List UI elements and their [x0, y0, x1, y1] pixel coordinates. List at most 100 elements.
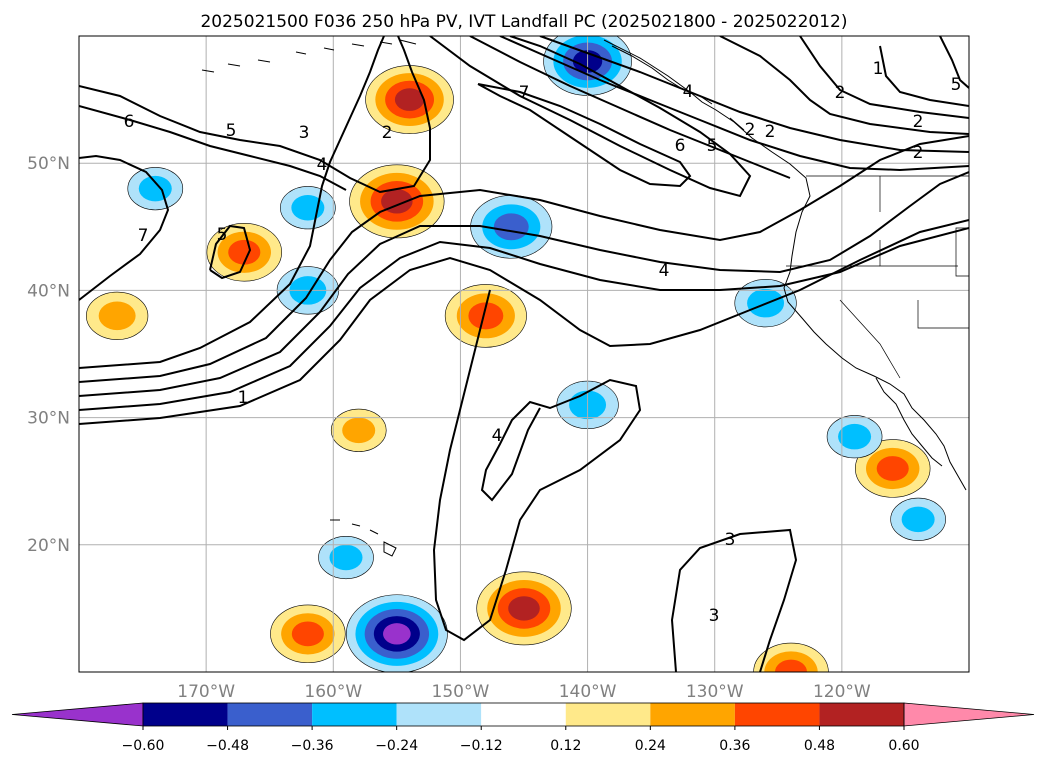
aleutians: [201, 39, 417, 73]
anomaly-level: [838, 423, 872, 450]
pv-contour-13: [539, 36, 969, 153]
pv-contour-label: 3: [709, 606, 720, 626]
x-tick-label: 130°W: [686, 682, 744, 702]
coastline-baja: [875, 377, 943, 467]
anomaly-blob: [86, 291, 149, 340]
pv-contour-label: 2: [745, 120, 756, 140]
anomaly-level: [291, 621, 324, 647]
pv-contour-label: 3: [725, 530, 736, 550]
anomaly-level: [508, 596, 540, 621]
pv-contour-6: [79, 36, 431, 194]
pv-contour-3: [79, 171, 969, 397]
anomaly-level: [329, 544, 363, 571]
pv-contour-label: 2: [913, 112, 924, 132]
coastlines: [201, 39, 967, 557]
map-frame: [78, 35, 970, 673]
colorbar-cell: [227, 703, 313, 726]
colorbar-cell: [819, 703, 904, 726]
pv-contour-label: 2: [913, 143, 924, 163]
anomaly-level: [138, 175, 172, 202]
pv-contour-label: 4: [659, 261, 670, 281]
anomaly-blob: [280, 186, 336, 230]
pv-contour-11: [469, 36, 791, 179]
pv-contour-label: 2: [765, 122, 776, 142]
pv-contour-label: 5: [217, 225, 228, 245]
hawaii-islands: [330, 519, 397, 557]
chart-title: 2025021500 F036 250 hPa PV, IVT Landfall…: [200, 12, 847, 32]
pv-contour-8: [79, 154, 170, 301]
colorbar-tick-label: −0.24: [375, 738, 418, 754]
y-tick-label: 20°N: [27, 536, 70, 556]
x-tick-label: 120°W: [813, 682, 871, 702]
pv-contour-7: [79, 105, 347, 191]
anomaly-level: [394, 88, 425, 111]
pv-contour-label: 7: [138, 226, 149, 246]
pv-contour-label: 5: [951, 75, 962, 95]
anomaly-level: [876, 456, 909, 481]
anomaly-level: [493, 213, 529, 241]
pv-contour-label: 6: [124, 112, 135, 132]
pv-contour-4: [79, 135, 969, 383]
pv-contour-label: 2: [835, 83, 846, 103]
anomaly-blob: [270, 604, 346, 664]
pv-contour-label: 7: [519, 83, 530, 103]
pv-contour-label: 1: [873, 59, 884, 79]
pv-contour-label: 4: [683, 82, 694, 102]
colorbar-tick-label: 0.12: [550, 738, 581, 754]
colorbar-tick-label: 0.60: [888, 738, 919, 754]
pv-contour-18: [432, 289, 642, 642]
anomaly-blob: [206, 223, 282, 282]
x-tick-label: 170°W: [177, 682, 235, 702]
colorbar-cell: [312, 703, 397, 726]
anomaly-blob: [365, 65, 454, 134]
colorbar-cell: [143, 703, 228, 726]
pv-contour-label: 3: [299, 123, 310, 143]
anomaly-blob: [753, 642, 829, 672]
colorbar-cell: [396, 703, 482, 726]
anomaly-blob: [476, 571, 572, 646]
colorbar-tick-label: −0.12: [460, 738, 503, 754]
pv-contour-5: [79, 36, 385, 369]
pv-contour-15: [799, 36, 969, 119]
colorbar-tick-label: −0.60: [122, 738, 165, 754]
pv-contour-20: [209, 224, 252, 280]
anomaly-blob: [330, 408, 387, 452]
pv-contour-10: [429, 36, 752, 198]
pv-contours: [79, 36, 969, 672]
anomaly-blob: [826, 415, 883, 459]
pv-contour-label: 1: [238, 388, 249, 408]
pv-contour-1: [79, 219, 969, 425]
anomaly-level: [468, 302, 504, 330]
coastline-alaska-bc: [603, 39, 967, 491]
x-tick-label: 150°W: [432, 682, 490, 702]
colorbar-cell: [650, 703, 735, 726]
anomaly-level: [342, 417, 376, 444]
colorbar-cell: [734, 703, 820, 726]
colorbar-tick-label: 0.48: [804, 738, 835, 754]
pv-contour-label: 4: [492, 426, 503, 446]
pv-contour-2: [79, 227, 969, 411]
pv-contour-12: [499, 36, 969, 172]
anomaly-level: [901, 506, 935, 533]
x-tick-labels: 170°W 160°W 150°W 140°W 130°W 120°W: [177, 682, 871, 702]
pv-contour-label: 2: [382, 123, 393, 143]
x-tick-label: 140°W: [559, 682, 617, 702]
colorbar-tick-label: −0.36: [291, 738, 334, 754]
anomaly-level: [774, 659, 808, 672]
y-tick-label: 30°N: [27, 409, 70, 429]
pv-contour-16: [879, 45, 969, 107]
colorbar-extend-max: [903, 702, 1035, 727]
anomaly-blob: [127, 167, 184, 211]
anomaly-blob: [349, 164, 445, 239]
colorbar-tick-label: 0.36: [719, 738, 750, 754]
pv-contour-label: 5: [226, 121, 237, 141]
pv-contour-14: [719, 36, 969, 135]
anomaly-blob: [890, 497, 946, 541]
y-tick-label: 50°N: [27, 154, 70, 174]
x-tick-label: 160°W: [304, 682, 362, 702]
colorbar-tick-label: −0.48: [206, 738, 249, 754]
colorbar-tick-label: 0.24: [635, 738, 666, 754]
